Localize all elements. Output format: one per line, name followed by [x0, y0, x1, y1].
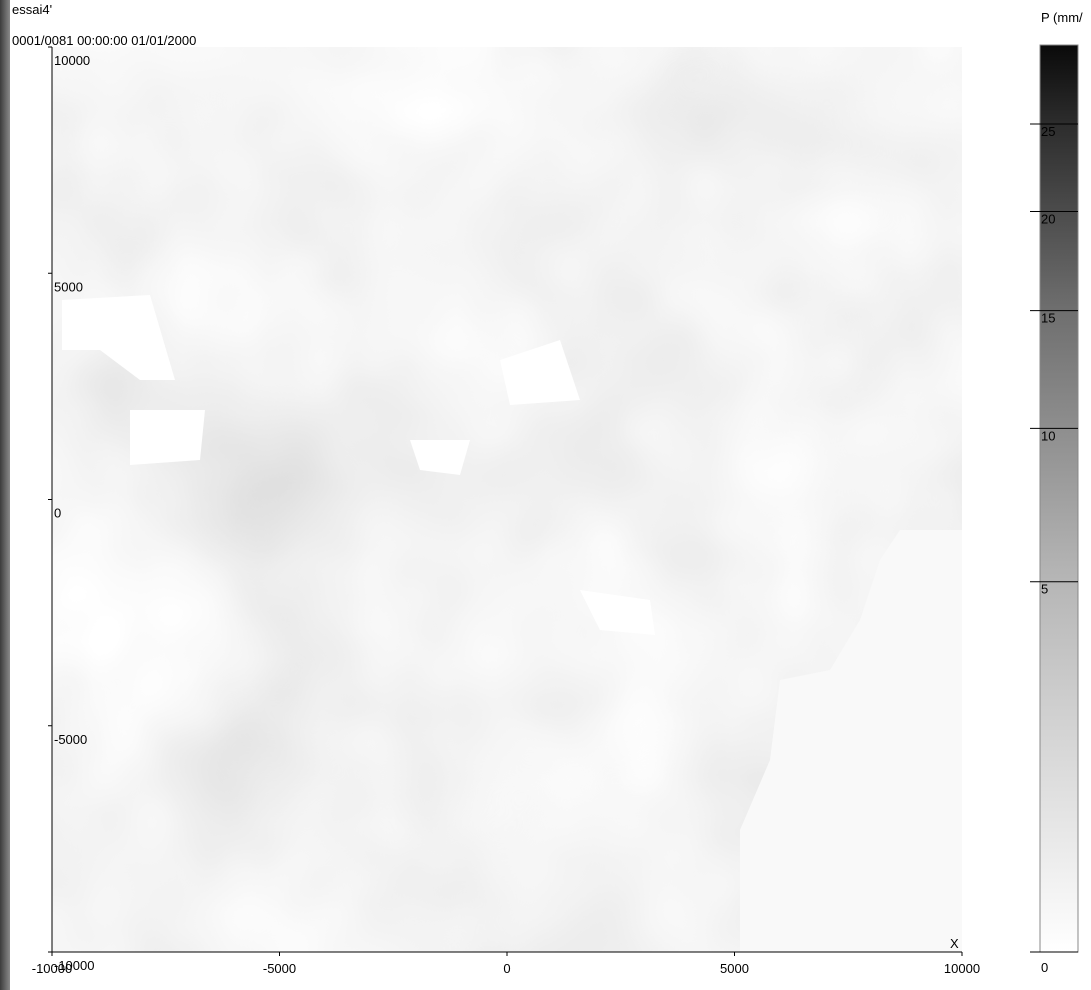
x-tick-label: -5000: [263, 961, 296, 976]
colorbar-tick-label: 20: [1041, 211, 1055, 226]
y-tick-label: 0: [54, 506, 61, 521]
y-tick-label: 5000: [54, 279, 83, 294]
x-axis-label: X: [950, 936, 959, 951]
colorbar-label: P (mm/: [1041, 10, 1083, 25]
x-tick-label: 5000: [720, 961, 749, 976]
window: essai4' 0001/0081 00:00:00 01/01/2000 X …: [0, 0, 1091, 990]
colorbar-tick-label: 5: [1041, 582, 1048, 597]
colorbar-tick-label: 10: [1041, 428, 1055, 443]
x-tick-label: 0: [503, 961, 510, 976]
colorbar-tick-label: 0: [1041, 960, 1048, 975]
colorbar: [1040, 45, 1078, 952]
colorbar-tick-label: 15: [1041, 311, 1055, 326]
run-title: essai4': [12, 2, 52, 17]
timestamp: 0001/0081 00:00:00 01/01/2000: [12, 33, 196, 48]
y-tick-label: -10000: [54, 958, 94, 973]
y-tick-label: 10000: [54, 53, 90, 68]
x-tick-label: 10000: [944, 961, 980, 976]
screen: essai4' 0001/0081 00:00:00 01/01/2000 X …: [0, 0, 1091, 990]
y-tick-label: -5000: [54, 732, 87, 747]
heatmap: [52, 47, 962, 952]
colorbar-tick-label: 25: [1041, 124, 1055, 139]
